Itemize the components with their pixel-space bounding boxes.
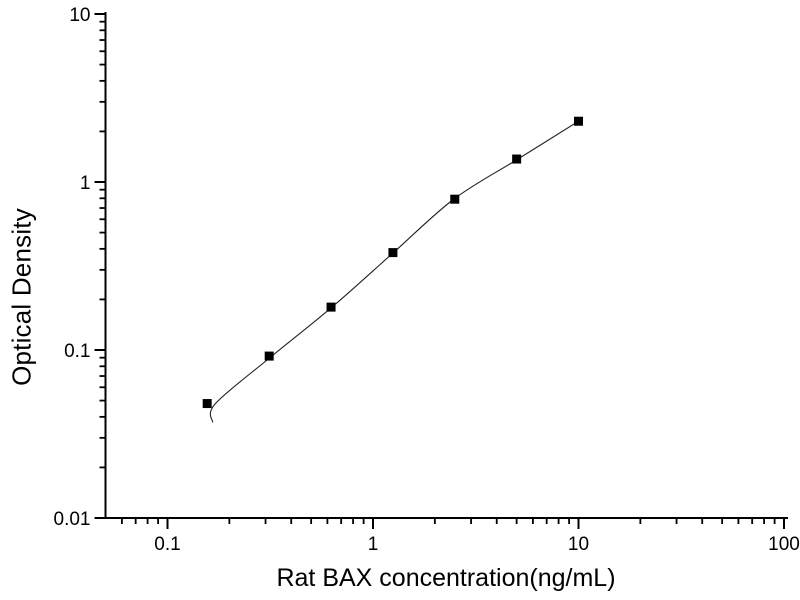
- y-tick-label: 0.01: [54, 509, 91, 530]
- x-tick-label: 1: [368, 534, 379, 555]
- data-point-marker: [326, 302, 336, 312]
- data-point-marker: [450, 194, 460, 204]
- x-tick-label: 10: [568, 534, 589, 555]
- data-point-marker: [202, 399, 212, 409]
- data-point-marker: [388, 248, 398, 258]
- x-tick-label: 100: [768, 534, 800, 555]
- data-point-marker: [264, 351, 274, 361]
- data-point-marker: [512, 154, 522, 164]
- y-tick-label: 10: [69, 5, 90, 26]
- y-axis-title: Optical Density: [6, 208, 37, 386]
- y-tick-label: 0.1: [64, 341, 90, 362]
- x-tick-label: 0.1: [154, 534, 180, 555]
- y-tick-label: 1: [80, 173, 91, 194]
- x-axis-title: Rat BAX concentration(ng/mL): [276, 564, 616, 592]
- fit-curve: [209, 120, 580, 423]
- data-point-marker: [574, 116, 583, 126]
